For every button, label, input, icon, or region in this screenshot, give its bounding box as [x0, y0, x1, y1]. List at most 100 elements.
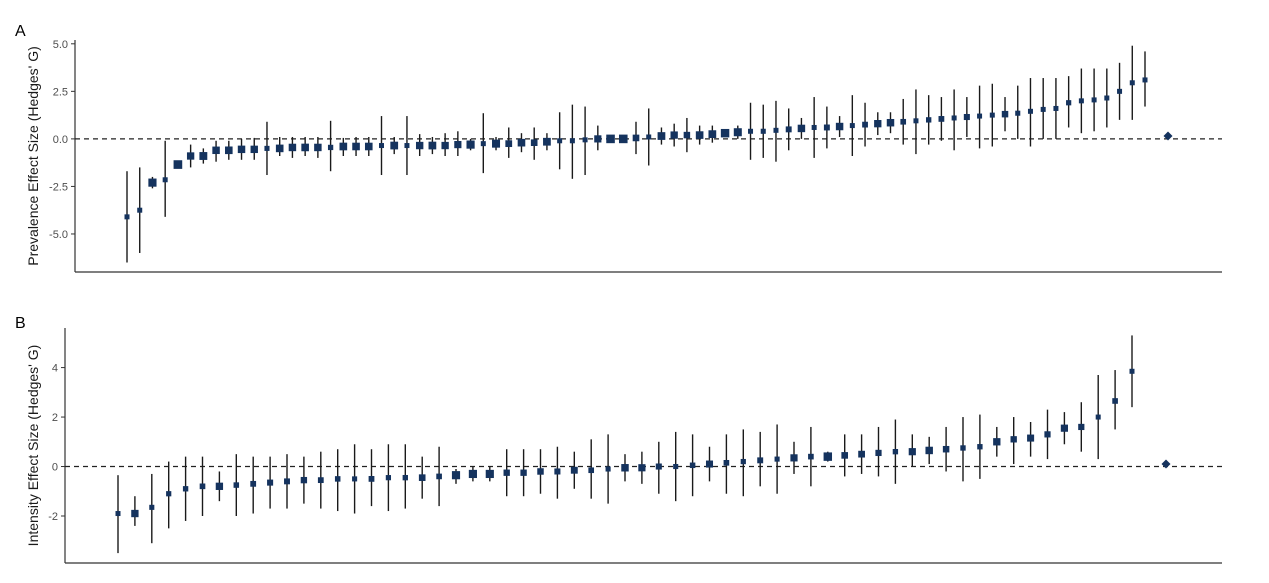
panel-a-study-point [237, 145, 246, 154]
panel-b-study-point [368, 476, 375, 482]
panel-b-study-point [166, 491, 172, 497]
panel-a-study-point [963, 113, 970, 121]
panel-a-study-point [1142, 77, 1148, 83]
panel-a-y-tick-label: 5.0 [53, 39, 68, 51]
panel-b-study-point [570, 466, 578, 474]
panel-a-study-point [1129, 80, 1135, 86]
panel-a-study-point [264, 145, 270, 151]
panel-b-y-tick-label: 4 [52, 363, 58, 375]
panel-b-study-point [1129, 368, 1135, 374]
panel-a-study-point [773, 127, 779, 133]
panel-a-study-point [364, 142, 373, 151]
panel-a-study-point [1040, 106, 1046, 112]
panel-a-study-point [569, 138, 575, 144]
panel-a-study-point [582, 137, 588, 143]
panel-a-study-point [148, 178, 157, 187]
panel-a-pooled-estimate-diamond [1163, 131, 1173, 141]
panel-b-y-tick-label: 2 [52, 412, 58, 424]
panel-a-study-point [212, 146, 220, 155]
panel-b-study-point [689, 462, 696, 469]
panel-b-study-point [823, 452, 833, 461]
panel-a-study-point [492, 139, 501, 148]
panel-a-study-point [1027, 108, 1033, 114]
panel-b-study-point [993, 438, 1001, 446]
panel-a-study-point [695, 131, 704, 139]
panel-b-study-point [503, 469, 510, 476]
panel-b-y-tick-label: 0 [52, 462, 58, 474]
panel-a-study-point [517, 138, 526, 147]
panel-a-study-point [785, 126, 792, 133]
panel-a-study-point [913, 118, 919, 124]
panel-a-study-point [733, 128, 742, 137]
panel-a-study-point [1001, 110, 1009, 118]
panel-a-study-point [811, 124, 817, 130]
panel-b-study-point [705, 460, 714, 468]
panel-a-study-point [708, 130, 717, 139]
panel-a-study-point [1117, 88, 1123, 94]
panel-b-study-point [520, 469, 527, 476]
panel-a-study-point [862, 121, 868, 128]
panel-a-study-point [124, 214, 130, 220]
panel-a-study-point [505, 140, 513, 148]
panel-a-study-point [594, 135, 602, 143]
panel-b-study-point [233, 482, 240, 488]
panel-a-study-point [339, 142, 348, 151]
panel-a-study-point [657, 132, 666, 140]
panel-a-study-point [835, 122, 844, 131]
panel-a-study-point [748, 128, 754, 134]
panel-a-study-point [670, 131, 678, 139]
panel-a-study-point [441, 141, 449, 150]
panel-a-y-tick-label: -5.0 [49, 229, 68, 241]
panel-a-study-point [137, 207, 143, 213]
panel-a-study-point [301, 143, 309, 152]
panel-b-study-point [774, 456, 780, 462]
panel-b-study-point [215, 482, 224, 490]
panel-b-study-point [1027, 434, 1035, 442]
panel-a-y-tick-label: -2.5 [49, 181, 68, 193]
panel-a-study-point [900, 118, 907, 125]
panel-a-study-point [951, 115, 957, 121]
panel-b-y-axis-label: Intensity Effect Size (Hedges' G) [25, 345, 41, 547]
panel-b-study-point [942, 445, 950, 453]
panel-a-study-point [1015, 110, 1021, 116]
panel-a-study-point [199, 152, 208, 160]
panel-b-study-point [925, 446, 933, 455]
panel-b-study-point [977, 444, 983, 450]
panel-b-study-point [451, 471, 461, 480]
panel-a-study-point [989, 112, 995, 118]
panel-b-study-point [757, 457, 764, 464]
panel-a-study-point [390, 141, 399, 150]
panel-a-study-point [352, 142, 360, 151]
panel-b-study-point [554, 468, 561, 475]
panel-a-study-point [925, 117, 932, 123]
panel-a-study-point [454, 141, 462, 149]
panel-b-study-point [182, 486, 189, 492]
panel-b-study-point [1112, 398, 1118, 404]
panel-a-study-point [938, 116, 945, 122]
panel-b-study-point [199, 483, 206, 490]
panel-a-study-point [557, 138, 563, 144]
panel-b-study-point [267, 479, 274, 486]
panel-a-study-point [1053, 105, 1059, 111]
panel-b-study-point [875, 449, 882, 457]
panel-b-study-point [790, 454, 798, 462]
panel-a-study-point [186, 152, 195, 160]
panel-b-study-point [588, 467, 595, 474]
panel-b-study-point [655, 463, 662, 470]
panel-b-letter: B [15, 315, 26, 332]
panel-a-study-point [480, 141, 486, 147]
panel-b-study-point [385, 475, 392, 481]
panel-b-study-point [284, 478, 290, 485]
panel-b-study-point [841, 452, 849, 459]
panel-a-study-point [606, 134, 615, 144]
panel-a-study-point [415, 141, 424, 150]
panel-b-study-point [740, 458, 746, 465]
panel-a-study-point [173, 160, 183, 169]
panel-b-study-point [960, 445, 966, 451]
panel-a-study-point [874, 120, 882, 128]
panel-a-study-point [327, 144, 334, 151]
panel-a-study-point [823, 124, 830, 131]
panel-a-study-point [1066, 100, 1072, 106]
